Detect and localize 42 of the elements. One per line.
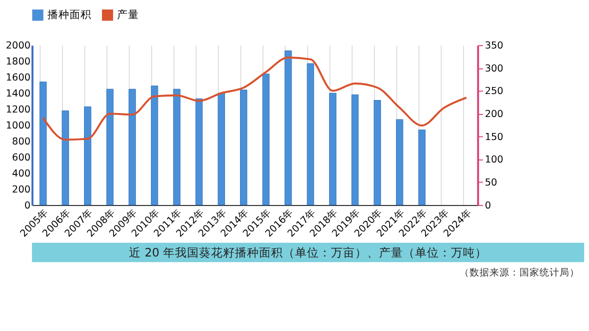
y2-tick-label: 350 [484,40,504,52]
y2-tick-label: 300 [484,63,504,74]
legend-label: 播种面积 [47,8,92,22]
bar [62,110,69,206]
bar [195,98,203,206]
bar [262,74,270,206]
y-tick-label: 1200 [6,104,31,116]
text: 近 20 年我国葵花籽播种面积（单位：万亩）、产量（单位：万吨） [128,245,488,260]
bar [128,88,136,206]
bar [218,92,225,206]
bar [240,90,248,206]
y2-tick-label: 150 [484,132,504,143]
bar [173,88,180,206]
y-tick-label: 0 [24,200,31,212]
y2-tick-label: 100 [484,154,504,166]
y-tick-label: 400 [12,168,31,180]
legend-label: 产量 [117,8,140,22]
y-tick-label: 800 [12,136,31,148]
bar [396,119,404,206]
line-series [42,56,468,141]
y2-tick-label: 50 [484,178,498,189]
y-tick-label: 1600 [6,72,31,84]
bar [84,106,92,206]
y-tick-label: 1000 [6,120,31,132]
y2-tick-label: 200 [484,109,504,120]
bar [150,86,158,206]
bar [418,130,426,206]
bar [106,88,114,206]
y2-tick-label: 0 [484,200,492,212]
bar [351,94,359,206]
bar [374,100,381,206]
y-tick-label: 200 [12,184,31,196]
y-tick-label: 1400 [6,88,31,100]
bar [284,50,292,206]
bar [40,82,47,206]
y2-tick-label: 250 [484,86,504,98]
bar [329,92,336,206]
bar [306,63,314,206]
y-tick-label: 2000 [6,40,31,52]
text: （数据来源：国家统计局） [459,266,580,279]
y-tick-label: 1800 [6,56,31,68]
y-tick-label: 600 [12,152,31,164]
